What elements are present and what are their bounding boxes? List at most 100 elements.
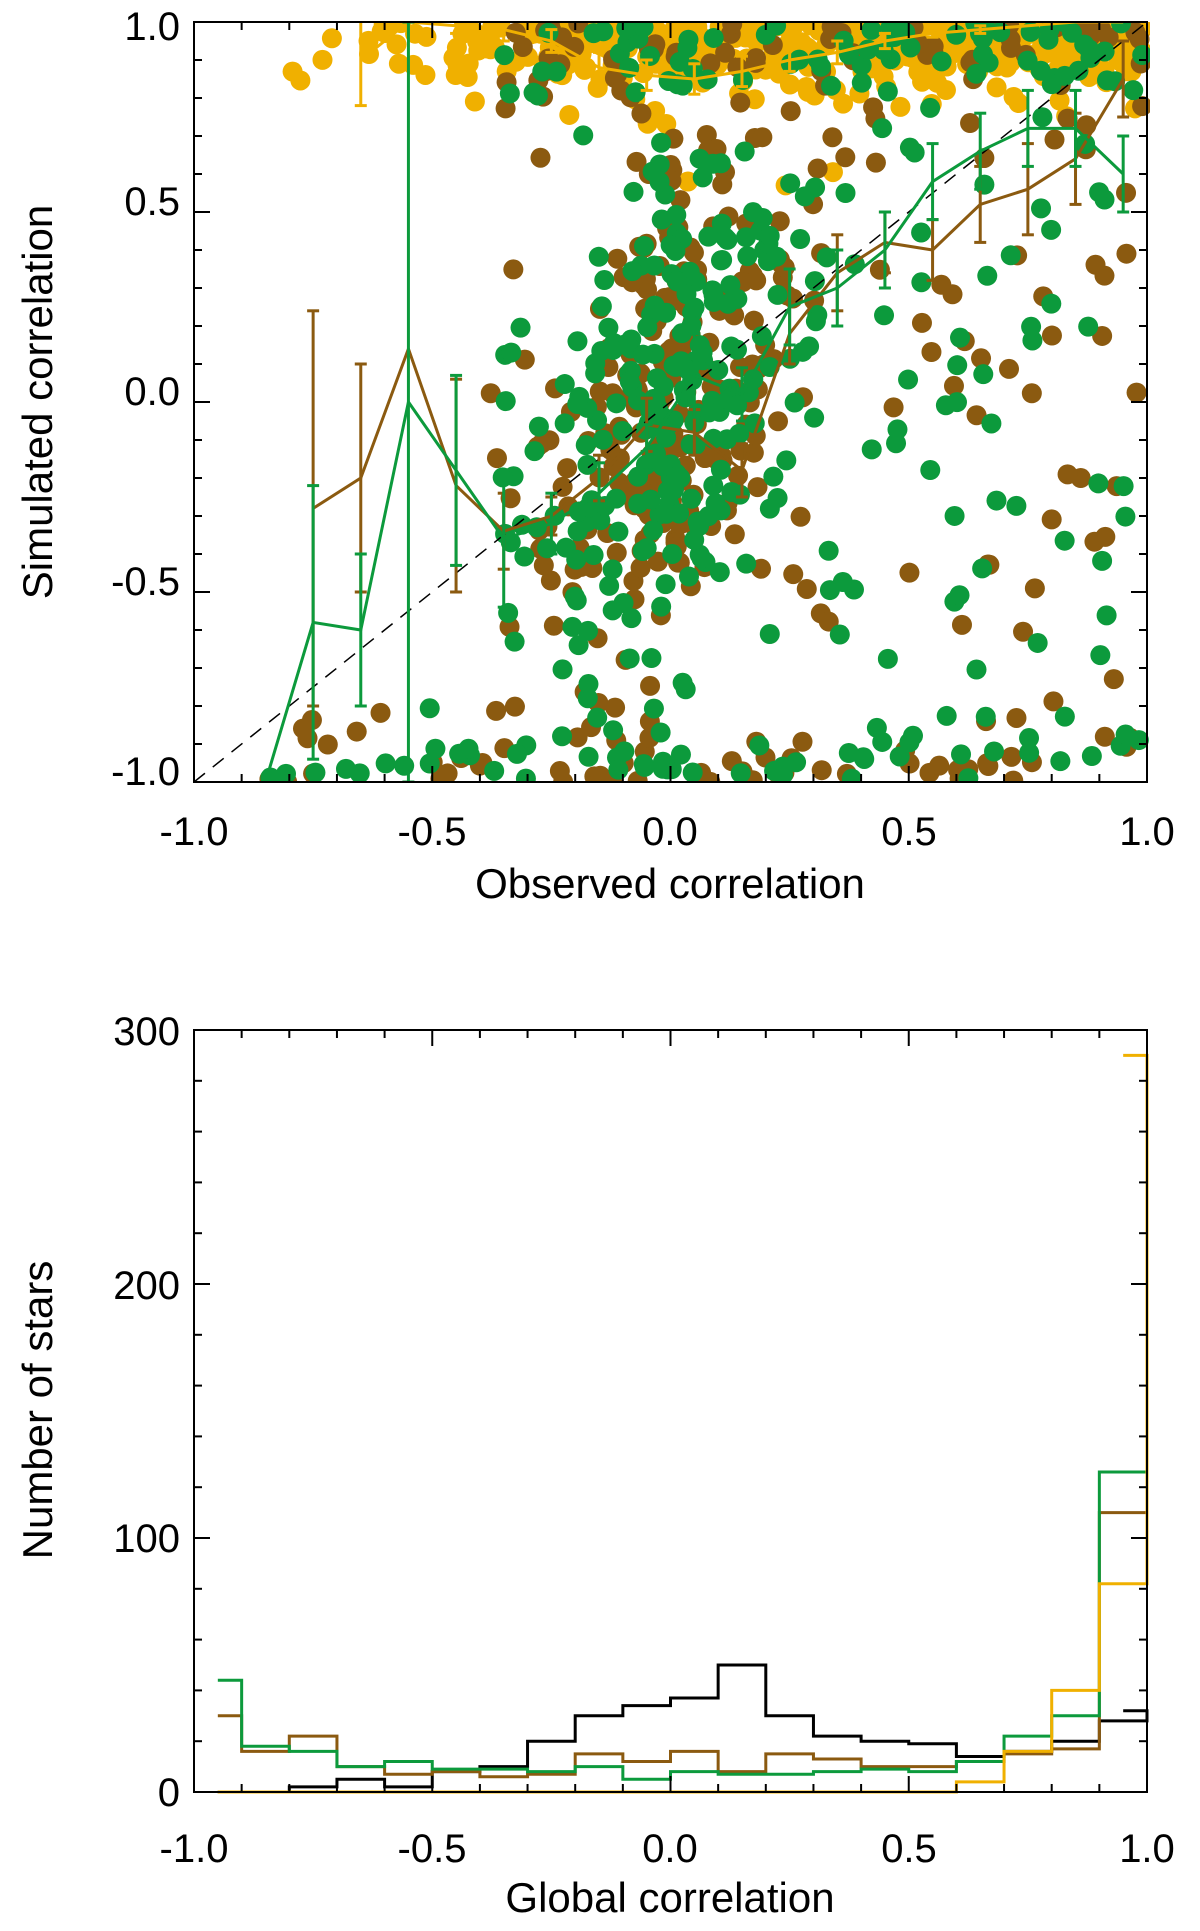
scatter-point [663,22,684,40]
scatter-point [729,423,750,444]
scatter-point [717,229,738,250]
scatter-point [677,37,698,58]
scatter-point [1126,382,1147,403]
scatter-point [851,72,872,93]
scatter-point [567,331,588,352]
scatter-point [1041,219,1062,240]
scatter-point [1003,770,1024,782]
scatter-point [735,227,756,248]
scatter-point [649,171,670,192]
scatter-point [678,566,699,587]
scatter-point [637,317,658,338]
scatter-point [651,132,672,153]
scatter-point [720,275,741,296]
scatter-point [776,450,797,471]
scatter-point [869,259,890,280]
scatter-point [1088,473,1109,494]
scatter-point [920,460,941,481]
scatter-point [1019,742,1040,763]
scatter-point [697,69,718,90]
scatter-point [1116,243,1137,264]
scatter-point [636,538,657,559]
scatter-point [346,721,367,742]
scatter-point [986,490,1007,511]
scatter-point [1123,80,1144,101]
scatter-point [593,22,614,42]
scatter-points [259,22,1150,782]
scatter-x-tick-labels: -1.0 -0.5 0.0 0.5 1.0 [160,810,1175,854]
scatter-x-axis-title: Observed correlation [475,860,865,907]
scatter-point [751,326,772,347]
scatter-point [554,374,575,395]
scatter-point [986,77,1007,98]
scatter-point [747,477,768,498]
x-tick-label: 1.0 [1119,810,1175,854]
scatter-point [616,22,637,39]
scatter-point [1041,325,1062,346]
scatter-point [371,22,392,42]
scatter-point [591,296,612,317]
scatter-point [960,113,981,134]
scatter-point [1030,60,1051,81]
scatter-point [1115,506,1136,527]
scatter-point [829,624,850,645]
scatter-point [715,42,736,63]
scatter-point [430,768,451,782]
scatter-point [784,392,805,413]
scatter-point [650,722,671,743]
scatter-point [375,753,396,774]
scatter-point [670,744,691,765]
scatter-point [796,76,817,97]
scatter-panel: -1.0 -0.5 0.0 0.5 1.0 -1.0 -0.5 0.0 0.5 … [14,5,1175,907]
scatter-point [1094,189,1115,210]
scatter-point [567,521,588,542]
scatter-point [1094,265,1115,286]
scatter-point [656,302,677,323]
scatter-point [552,726,573,747]
scatter-point [710,459,731,480]
scatter-point [1054,65,1075,86]
scatter-point [966,405,987,426]
histogram-step-green [217,1470,1147,1781]
scatter-point [1094,726,1115,747]
scatter-point [900,37,921,58]
scatter-point [724,524,745,545]
scatter-point [554,413,575,434]
scatter-point [415,64,436,85]
scatter-point [1001,746,1022,767]
scatter-point [805,311,826,332]
scatter-point [759,624,780,645]
scatter-point [730,92,751,113]
scatter-point [649,154,670,175]
scatter-point [966,63,987,84]
scatter-point [566,590,587,611]
scatter-point [736,553,757,574]
scatter-point [1116,182,1137,203]
scatter-point [865,152,886,173]
scatter-point [335,758,356,779]
scatter-point [872,731,893,752]
scatter-point [899,732,920,753]
scatter-point [612,421,633,442]
scatter-point [1000,245,1021,266]
x-tick-label: -0.5 [398,810,467,854]
scatter-point [883,397,904,418]
scatter-point [949,585,970,606]
scatter-point [464,91,485,112]
scatter-point [899,562,920,583]
scatter-point [712,174,733,195]
scatter-point [889,746,910,767]
scatter-point [1019,728,1040,749]
scatter-point [646,368,667,389]
scatter-point [458,738,479,759]
scatter-point [974,174,995,195]
scatter-point [699,402,720,423]
scatter-point [510,317,531,338]
scatter-point [512,36,533,57]
scatter-point [528,416,549,437]
scatter-point [619,371,640,392]
scatter-point [633,344,654,365]
histogram-x-tick-labels: -1.0 -0.5 0.0 0.5 1.0 [160,1827,1175,1871]
scatter-point [1041,293,1062,314]
scatter-point [911,222,932,243]
